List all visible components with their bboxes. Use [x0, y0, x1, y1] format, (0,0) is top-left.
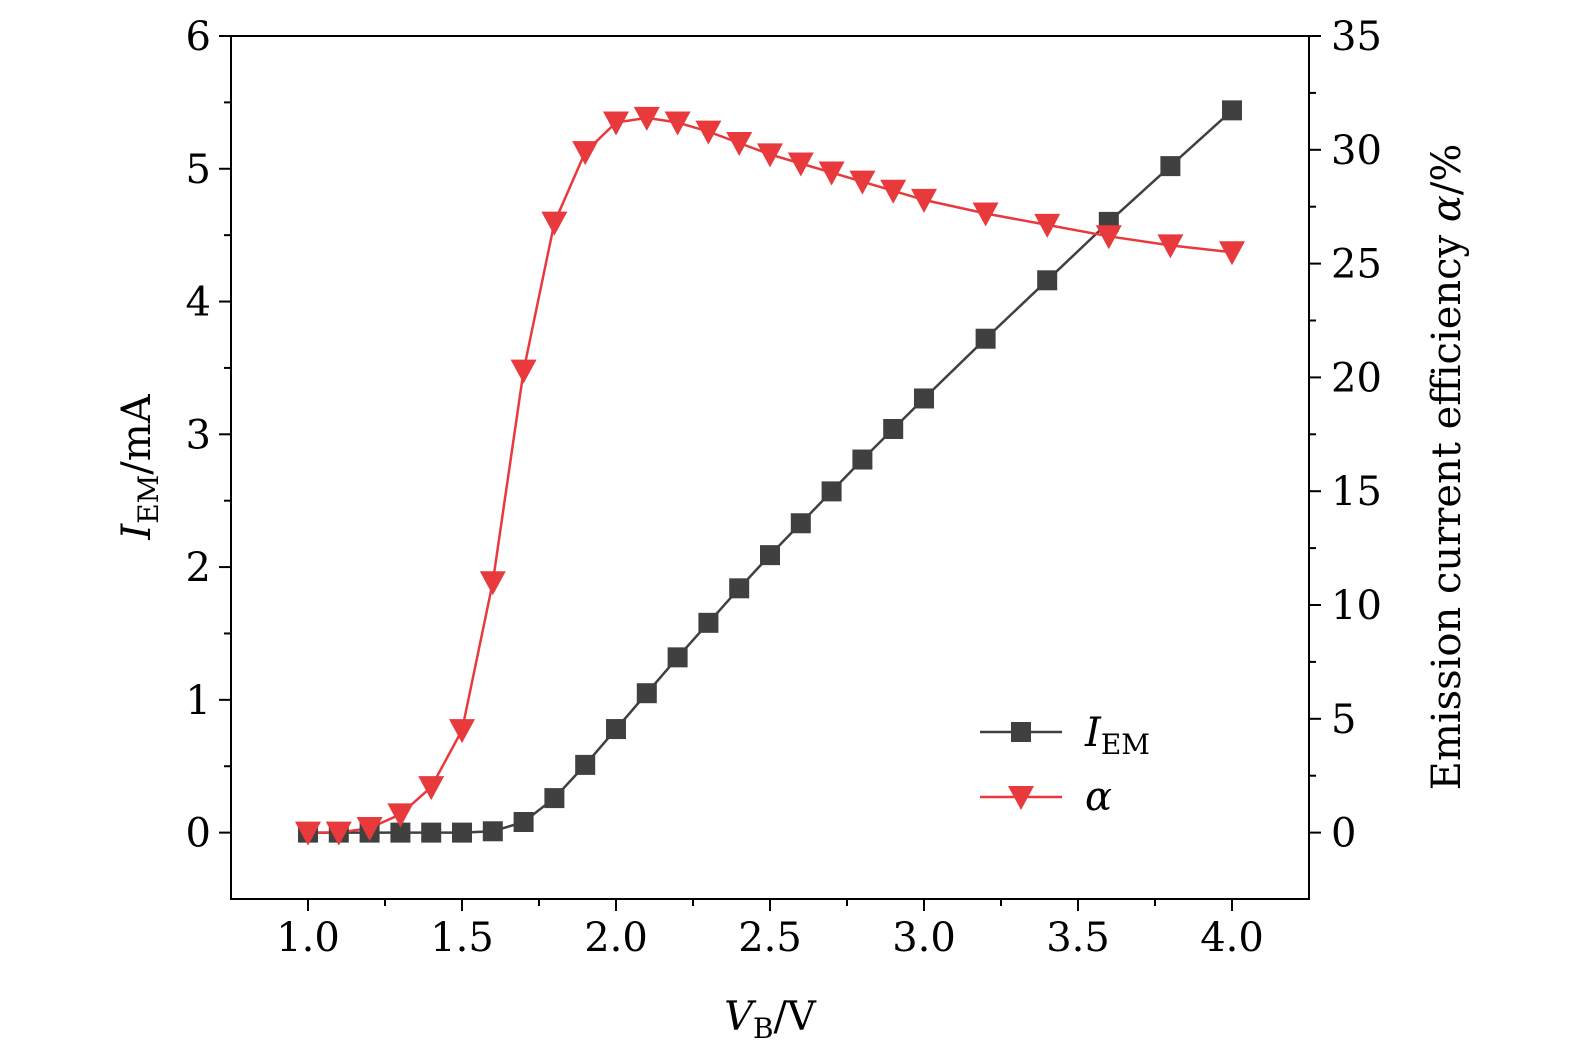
y-right-axis-title-prefix: Emission current efficiency	[1424, 222, 1470, 790]
y-right-tick-label: 20	[1331, 355, 1382, 401]
y-left-tick-label: 1	[186, 678, 211, 724]
data-point-alpha	[572, 141, 599, 166]
series-markers	[295, 100, 1245, 846]
x-tick-label: 3.5	[1046, 915, 1110, 961]
data-point-alpha	[818, 161, 845, 186]
data-point-alpha	[295, 821, 321, 846]
data-point-alpha	[633, 106, 660, 131]
data-point-iem	[667, 647, 688, 668]
y-left-axis-title-sub: EM	[132, 475, 165, 524]
legend-label-alpha: α	[1085, 774, 1112, 820]
y-left-tick-label: 2	[186, 545, 211, 591]
data-point-iem	[1222, 100, 1242, 121]
x-tick-label: 2.5	[738, 915, 802, 961]
data-point-iem	[821, 481, 842, 502]
data-point-alpha	[849, 170, 876, 195]
legend-label-iem-sub: EM	[1101, 728, 1150, 761]
legend-marker-iem	[1011, 722, 1031, 742]
x-axis-title-main: V	[724, 994, 757, 1040]
y-right-tick-label: 35	[1331, 14, 1382, 60]
y-right-tick-label: 15	[1331, 469, 1382, 515]
data-point-iem	[883, 418, 904, 439]
data-point-iem	[729, 578, 750, 599]
data-point-iem	[421, 822, 442, 843]
x-tick-label: 3.0	[892, 915, 956, 961]
y-left-axis-title-main: I	[114, 523, 160, 541]
x-tick-label: 4.0	[1200, 915, 1264, 961]
data-point-iem	[636, 683, 657, 704]
data-point-alpha	[1034, 213, 1061, 238]
data-point-iem	[760, 545, 780, 566]
data-point-alpha	[541, 211, 568, 236]
y-left-tick-label: 4	[186, 280, 211, 326]
y-right-tick-label: 10	[1331, 583, 1382, 629]
data-point-alpha	[726, 131, 753, 156]
data-point-alpha	[787, 152, 814, 177]
data-point-iem	[975, 328, 996, 349]
y-left-tick-label: 3	[186, 412, 211, 458]
data-point-iem	[606, 719, 626, 740]
data-point-alpha	[1219, 241, 1245, 266]
y-left-tick-label: 0	[186, 811, 211, 857]
data-point-alpha	[510, 359, 537, 384]
y-right-axis-title: Emission current efficiency α/%	[1424, 144, 1470, 791]
data-point-alpha	[695, 120, 722, 145]
data-point-alpha	[972, 202, 999, 227]
data-point-alpha	[387, 803, 414, 828]
y-left-tick-label: 6	[186, 14, 211, 60]
x-axis-title-unit: /V	[774, 994, 817, 1040]
data-point-alpha	[418, 776, 445, 801]
data-point-alpha	[449, 719, 475, 744]
data-point-iem	[914, 388, 934, 409]
x-tick-label: 1.5	[430, 915, 494, 961]
data-point-iem	[1037, 270, 1058, 291]
data-point-alpha	[479, 571, 506, 596]
data-point-iem	[790, 513, 811, 534]
data-point-iem	[513, 811, 534, 832]
legend-marker-alpha	[1008, 786, 1034, 810]
legend-label-iem: IEM	[1084, 710, 1150, 761]
data-point-iem	[852, 449, 873, 470]
data-point-alpha	[1095, 225, 1122, 250]
y-right-axis-title-symbol: α	[1424, 195, 1470, 222]
data-point-iem	[544, 788, 565, 809]
y-right-tick-label: 30	[1331, 128, 1382, 174]
data-point-iem	[575, 754, 596, 775]
data-point-alpha	[603, 111, 629, 136]
y-left-axis-title-unit: /mA	[114, 393, 160, 474]
ticks: 1.0 1.5 2.0 2.5 3.0 3.5 4.0 0 1 2 3 4 5 6 0 5 10 15 20 25 30…	[186, 14, 1382, 961]
x-tick-label: 1.0	[276, 915, 340, 961]
data-point-alpha	[880, 179, 907, 204]
data-point-alpha	[757, 143, 783, 168]
data-point-alpha	[325, 821, 352, 846]
data-point-iem	[698, 612, 719, 633]
data-point-iem	[390, 822, 411, 843]
legend: IEM α	[980, 710, 1150, 820]
data-point-iem	[482, 821, 503, 842]
data-point-iem	[452, 822, 472, 843]
y-right-tick-label: 0	[1331, 811, 1356, 857]
data-point-alpha	[664, 111, 691, 136]
data-point-alpha	[356, 817, 383, 842]
y-left-axis-title: IEM/mA	[114, 393, 165, 540]
x-axis-title-sub: B	[753, 1012, 774, 1045]
y-right-axis-title-unit: /%	[1424, 144, 1470, 195]
y-right-tick-label: 25	[1331, 242, 1382, 288]
y-left-tick-label: 5	[186, 147, 211, 193]
x-axis-title: VB/V	[724, 994, 817, 1045]
x-tick-label: 2.0	[584, 915, 648, 961]
data-point-iem	[1160, 156, 1181, 177]
data-point-alpha	[911, 188, 937, 213]
data-point-alpha	[1157, 234, 1184, 259]
legend-label-iem-main: I	[1084, 710, 1102, 756]
y-right-tick-label: 5	[1331, 697, 1356, 743]
